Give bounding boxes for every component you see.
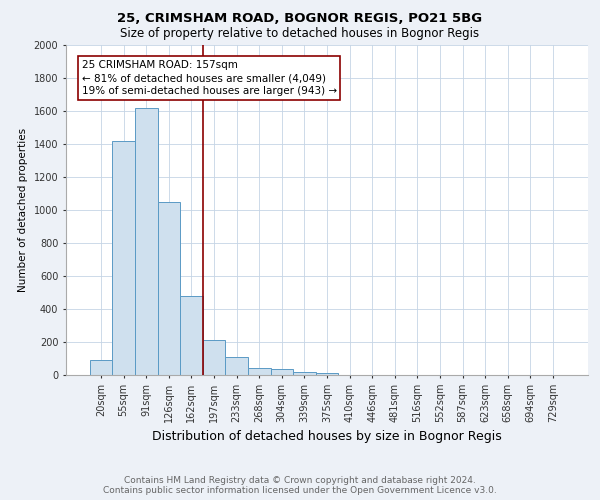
Text: 25, CRIMSHAM ROAD, BOGNOR REGIS, PO21 5BG: 25, CRIMSHAM ROAD, BOGNOR REGIS, PO21 5B… [118,12,482,26]
Bar [112,140,135,375]
Bar [158,202,180,375]
Bar [316,372,338,375]
Bar [135,108,158,375]
Bar [203,340,226,375]
Bar [293,372,316,375]
Bar [180,296,203,375]
Text: Contains HM Land Registry data © Crown copyright and database right 2024.
Contai: Contains HM Land Registry data © Crown c… [103,476,497,495]
Text: 25 CRIMSHAM ROAD: 157sqm
← 81% of detached houses are smaller (4,049)
19% of sem: 25 CRIMSHAM ROAD: 157sqm ← 81% of detach… [82,60,337,96]
Bar [90,360,112,375]
Y-axis label: Number of detached properties: Number of detached properties [18,128,28,292]
Bar [248,368,271,375]
X-axis label: Distribution of detached houses by size in Bognor Regis: Distribution of detached houses by size … [152,430,502,444]
Bar [226,357,248,375]
Text: Size of property relative to detached houses in Bognor Regis: Size of property relative to detached ho… [121,28,479,40]
Bar [271,369,293,375]
